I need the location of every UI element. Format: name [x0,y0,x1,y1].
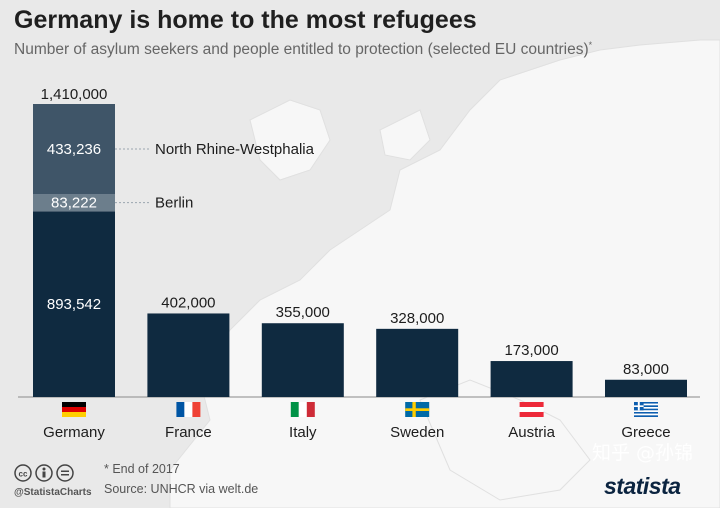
subtitle-text: Number of asylum seekers and people enti… [14,41,589,59]
greece-flag-stripe [634,413,658,416]
italy-flag-stripe [306,402,315,417]
bar-sweden [376,328,459,397]
germany-flag [62,402,86,417]
austria-flag [519,402,544,417]
france-flag-stripe [176,402,185,417]
germany-remainder-value-label: 893,542 [47,296,101,313]
bar-value-label: 402,000 [161,294,215,311]
france-flag-stripe [192,402,201,417]
germany-berlin-value-label: 83,222 [51,195,97,212]
bar-italy [261,323,344,397]
germany-berlin-annotation: Berlin [155,195,193,212]
bar-greece [605,379,687,397]
austria-flag-stripe [519,412,544,417]
creative-commons-icon: cc [14,464,32,482]
germany-remainder-segment [33,211,115,397]
france-flag [176,402,201,417]
statista-logo[interactable]: statista [604,473,681,499]
france-flag-stripe [184,402,193,417]
germany-berlin-segment [33,194,115,212]
x-tick-label: Italy [289,424,317,441]
greece-flag-stripe [634,412,658,414]
no-derivatives-icon [56,464,74,482]
bar-france [147,313,230,397]
greece-flag-stripe [634,410,658,412]
sweden-flag [405,402,430,417]
subtitle-footnote-mark: * [588,40,593,50]
germany-flag-stripe [62,402,86,407]
source-note: Source: UNHCR via welt.de [104,482,259,496]
greece-flag-cross [634,405,644,407]
austria-flag-stripe [519,407,544,412]
bar-value-label: 328,000 [390,310,444,327]
watermark-text: 知乎 @孙锦 [592,442,694,464]
germany-nrw-annotation: North Rhine-Westphalia [155,141,315,158]
greece-flag-stripe [634,415,658,417]
germany-nrw-segment [33,104,115,195]
bar-value-label: 83,000 [623,361,669,378]
greece-flag [634,402,658,417]
bar-value-label: 355,000 [276,304,330,321]
italy-flag-stripe [290,402,299,417]
germany-flag-stripe [62,407,86,412]
license-icons: cc [14,463,94,488]
italy-flag-stripe [298,402,307,417]
page-title: Germany is home to the most refugees [14,6,477,34]
greece-flag-stripe [634,408,658,411]
sweden-flag-cross [405,408,430,411]
bar-value-label: 173,000 [504,342,558,359]
attribution-icon [35,464,53,482]
germany-flag-stripe [62,412,86,417]
x-tick-label: Germany [43,424,105,441]
greece-flag-stripe [634,403,658,406]
italy-flag [290,402,315,417]
bar-austria [490,361,573,397]
footnote: * End of 2017 [104,462,180,476]
bar-value-label: 1,410,000 [41,86,108,103]
svg-text:cc: cc [19,470,28,479]
austria-flag-stripe [519,402,544,407]
x-tick-label: Greece [621,424,670,441]
germany-nrw-value-label: 433,236 [47,141,101,158]
x-tick-label: Austria [508,424,555,441]
statista-handle: @StatistaCharts [14,487,92,498]
x-tick-label: France [165,424,212,441]
greece-flag-stripe [634,407,658,409]
x-tick-label: Sweden [390,424,444,441]
greece-flag-stripe [634,405,658,407]
greece-flag-stripe [634,402,658,404]
page-subtitle: Number of asylum seekers and people enti… [14,40,592,59]
